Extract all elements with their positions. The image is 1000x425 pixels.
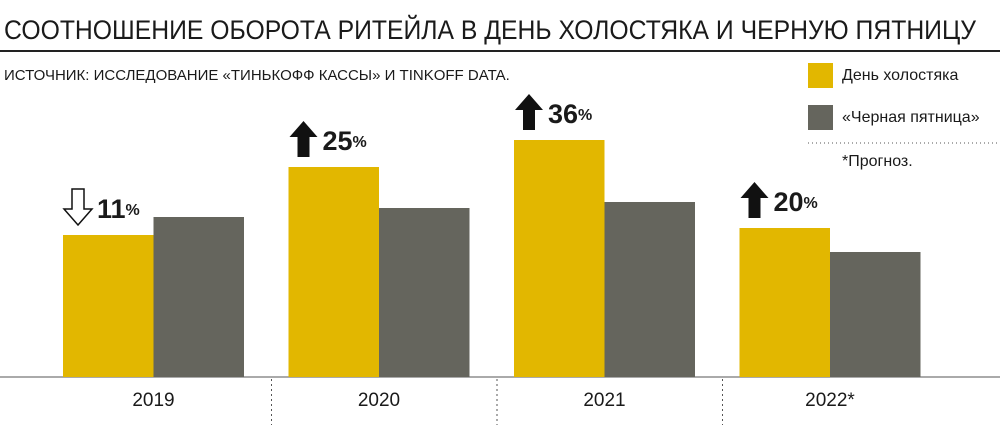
arrow-up: [515, 94, 543, 130]
change-unit: %: [353, 134, 367, 151]
x-tick-label: 2019: [132, 390, 174, 411]
x-tick-label: 2021: [583, 390, 625, 411]
legend-swatch: [808, 105, 833, 130]
arrow-down: [62, 188, 94, 227]
change-value: 36: [548, 99, 578, 129]
change-unit: %: [578, 107, 592, 124]
bar: [379, 208, 470, 377]
chart-title: СООТНОШЕНИЕ ОБОРОТА РИТЕЙЛА В ДЕНЬ ХОЛОС…: [4, 14, 977, 45]
legend-label: День холостяка: [842, 67, 958, 84]
arrow-up: [289, 121, 318, 157]
change-unit: %: [804, 195, 818, 212]
note: *Прогноз.: [842, 153, 913, 170]
x-tick-label: 2022*: [805, 390, 855, 411]
bar: [830, 252, 921, 377]
legend-swatch: [808, 63, 833, 88]
change-value: 20: [774, 187, 804, 217]
change-value: 25: [323, 126, 353, 156]
x-tick-label: 2020: [358, 390, 400, 411]
bar: [604, 202, 695, 377]
change-label: 20%: [774, 187, 818, 217]
bar: [739, 228, 830, 377]
change-value: 11: [97, 194, 126, 224]
change-label: 11%: [97, 194, 140, 224]
chart-subtitle: ИСТОЧНИК: ИССЛЕДОВАНИЕ «ТИНЬКОФФ КАССЫ» …: [4, 67, 510, 84]
bar: [153, 217, 244, 377]
change-unit: %: [126, 202, 140, 219]
change-label: 25%: [323, 126, 367, 156]
bar: [288, 167, 379, 377]
legend-label: «Черная пятница»: [842, 109, 980, 126]
change-label: 36%: [548, 99, 592, 129]
bar: [514, 140, 605, 377]
arrow-up: [740, 182, 769, 218]
bar: [63, 235, 154, 377]
